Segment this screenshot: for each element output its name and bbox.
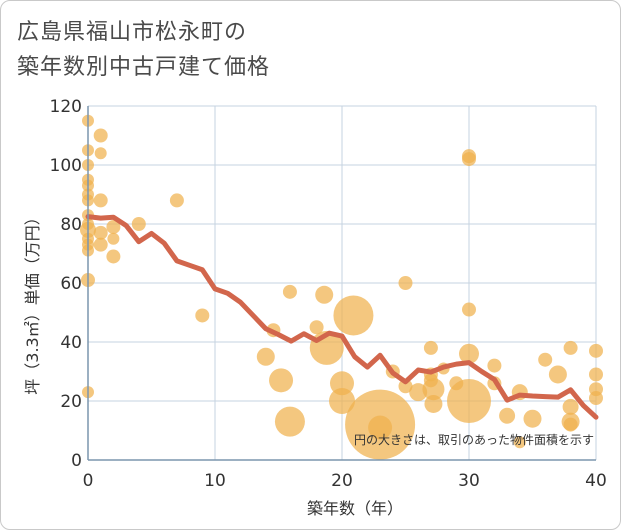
data-bubble (107, 232, 120, 245)
y-tick-label: 120 (50, 97, 82, 117)
y-tick-label: 60 (60, 274, 82, 294)
data-bubble (423, 340, 438, 355)
data-bubble (169, 193, 184, 208)
data-bubble (195, 308, 210, 323)
x-tick-label: 30 (458, 471, 480, 491)
y-tick-label: 20 (60, 392, 82, 412)
data-bubble (131, 217, 146, 231)
y-tick-label: 100 (50, 156, 82, 176)
chart-title: 広島県福山市松永町の 築年数別中古戸建て価格 (17, 15, 437, 85)
x-axis-label: 築年数（年） (307, 499, 403, 518)
data-bubble (93, 193, 108, 208)
data-bubble (548, 365, 567, 384)
data-bubble (398, 379, 413, 394)
y-tick-label: 80 (60, 215, 82, 235)
x-tick-label: 20 (331, 471, 353, 491)
data-bubble (94, 147, 107, 160)
x-tick-label: 40 (585, 471, 607, 491)
data-bubble (329, 388, 355, 414)
data-bubble (282, 284, 297, 299)
data-bubble (589, 367, 603, 382)
data-bubble (462, 302, 476, 317)
data-bubble (538, 352, 553, 367)
data-bubble (315, 285, 334, 304)
data-bubble (499, 407, 516, 424)
data-bubble (487, 358, 502, 373)
bubble-layer (80, 114, 603, 460)
data-bubble (462, 152, 476, 167)
data-bubble (562, 398, 579, 415)
data-bubble (333, 295, 374, 336)
data-bubble (398, 276, 413, 290)
trend-line (85, 214, 599, 420)
axes (87, 106, 596, 461)
data-bubble (93, 237, 108, 252)
data-bubble (422, 378, 445, 401)
data-bubble (523, 409, 542, 428)
y-tick-label: 0 (71, 451, 82, 471)
data-bubble (424, 394, 443, 413)
data-bubble (274, 406, 305, 437)
data-bubble (309, 320, 324, 335)
data-bubble (93, 225, 108, 240)
title-line-1: 広島県福山市松永町の (17, 20, 248, 45)
title-line-2: 築年数別中古戸建て価格 (17, 55, 271, 80)
data-bubble (589, 343, 603, 358)
y-tick-label: 40 (60, 333, 82, 353)
data-bubble (93, 128, 108, 143)
data-bubble (563, 417, 578, 432)
data-bubble (106, 219, 121, 234)
tick-labels: 0 10 20 30 40 0 20 40 60 80 100 120 (50, 97, 607, 491)
x-tick-label: 0 (83, 471, 94, 491)
data-bubble (459, 343, 479, 364)
data-bubble (513, 436, 526, 449)
data-bubble (447, 379, 491, 423)
bubble-size-note: 円の大きさは、取引のあった物件面積を示す (354, 432, 594, 447)
x-tick-label: 10 (204, 471, 226, 491)
data-bubble (563, 340, 578, 355)
y-axis-label: 坪（3.3㎡）単価（万円） (23, 209, 42, 394)
data-bubble (256, 347, 275, 366)
data-bubble (330, 371, 354, 396)
data-bubble (368, 415, 393, 440)
data-bubble (589, 391, 603, 406)
data-bubble (269, 368, 294, 393)
data-bubble (106, 249, 121, 264)
